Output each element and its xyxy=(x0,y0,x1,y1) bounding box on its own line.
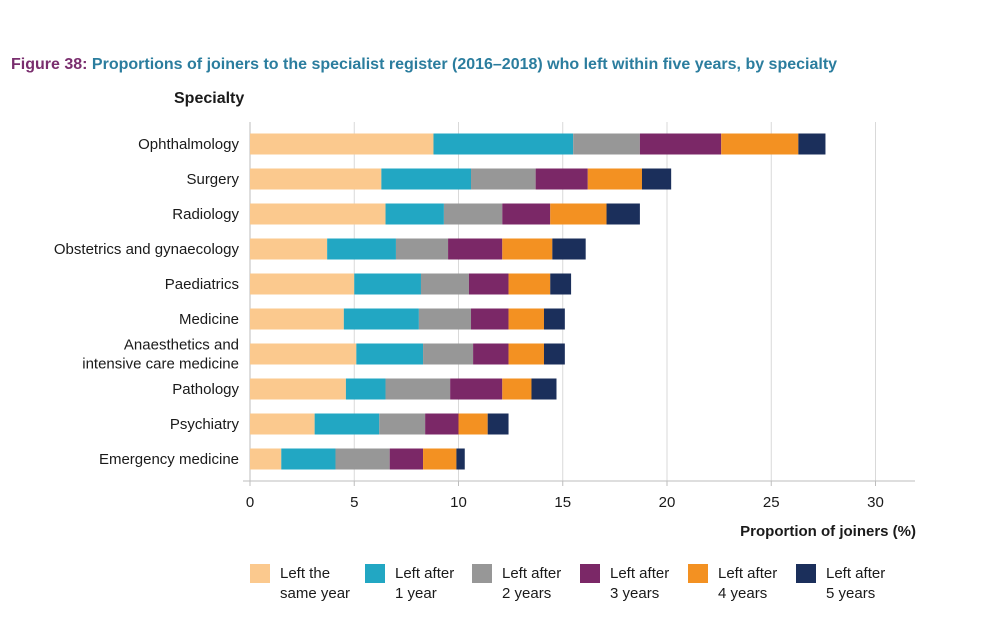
bar-segment xyxy=(502,238,553,260)
stacked-bar-chart: 0 5 10 15 20 25 30 Proportion of joiners (%) Oph… xyxy=(54,122,916,540)
bar-segment xyxy=(798,133,826,155)
x-tick-label: 10 xyxy=(450,494,467,511)
bar-segment xyxy=(423,448,457,470)
category-label: Ophthalmology xyxy=(138,136,239,153)
bar-segment xyxy=(587,168,642,190)
bar-segment xyxy=(487,413,509,435)
bar-segment xyxy=(389,448,424,470)
bar-segment xyxy=(639,133,722,155)
bar-segment xyxy=(250,378,346,400)
legend-swatch xyxy=(365,564,385,583)
bar-segment xyxy=(550,203,607,225)
chart-legend: Left the same year Left after 1 year Left … xyxy=(250,562,950,622)
bar-segment xyxy=(502,378,532,400)
bar-segment xyxy=(250,413,315,435)
x-tick-label: 20 xyxy=(659,494,676,511)
category-label: Emergency medicine xyxy=(99,451,239,468)
bar-segment xyxy=(425,413,459,435)
bar-segment xyxy=(468,273,509,295)
bar-segment xyxy=(456,448,465,470)
category-label: Paediatrics xyxy=(165,276,239,293)
x-tick-label: 0 xyxy=(246,494,254,511)
bar-segment xyxy=(552,238,586,260)
bar-segment xyxy=(543,308,565,330)
bar-segment xyxy=(550,273,572,295)
legend-label: Left after 3 years xyxy=(610,565,670,602)
bar-segment xyxy=(448,238,503,260)
bar-segment xyxy=(641,168,672,190)
bar-segment xyxy=(450,378,503,400)
bar-segment xyxy=(721,133,799,155)
bar-segment xyxy=(395,238,449,260)
bar-segment xyxy=(420,273,469,295)
legend-swatch xyxy=(796,564,816,583)
figure-title-text: Proportions of joiners to the specialist… xyxy=(87,56,838,73)
category-label: Psychiatry xyxy=(170,416,240,433)
bar-segment xyxy=(433,133,574,155)
bar-segment xyxy=(379,413,426,435)
bar-segment xyxy=(423,343,474,365)
legend-label: Left after 5 years xyxy=(826,565,886,602)
bar-segment xyxy=(502,203,551,225)
legend-label: Left the same year xyxy=(280,565,351,602)
bar-segment xyxy=(381,168,472,190)
x-tick-label: 5 xyxy=(350,494,358,511)
bar-segment xyxy=(458,413,488,435)
legend-swatch xyxy=(472,564,492,583)
figure-label: Figure 38 xyxy=(11,56,83,73)
x-tick-label: 30 xyxy=(867,494,884,511)
x-tick-label: 15 xyxy=(554,494,571,511)
category-label: Obstetrics and gynaecology xyxy=(54,241,240,258)
bar-segment xyxy=(250,308,344,330)
y-axis-title: Specialty xyxy=(174,90,245,107)
bar-segment xyxy=(471,168,536,190)
bar-segment xyxy=(250,238,328,260)
legend-swatch xyxy=(580,564,600,583)
bar-segment xyxy=(250,203,386,225)
bar-segment xyxy=(508,273,551,295)
bar-segment xyxy=(345,378,386,400)
bar-segment xyxy=(385,378,451,400)
bar-segment xyxy=(335,448,390,470)
legend-label: Left after 2 years xyxy=(502,565,562,602)
bar-segment xyxy=(606,203,640,225)
bar-segment xyxy=(508,308,544,330)
category-label: Pathology xyxy=(172,381,239,398)
bar-segment xyxy=(281,448,336,470)
category-label: Anaesthetics and xyxy=(124,337,239,354)
bar-segment xyxy=(473,343,509,365)
legend-label: Left after 1 year xyxy=(395,565,455,602)
legend-swatch xyxy=(250,564,270,583)
bar-segment xyxy=(508,343,544,365)
bar-segment xyxy=(250,273,355,295)
category-label: intensive care medicine xyxy=(82,356,239,373)
bar-segment xyxy=(356,343,424,365)
bar-segment xyxy=(354,273,421,295)
bar-segment xyxy=(314,413,380,435)
bar-segment xyxy=(443,203,503,225)
x-axis-title: Proportion of joiners (%) xyxy=(740,523,916,540)
bar-segment xyxy=(535,168,588,190)
bar-segment xyxy=(343,308,419,330)
figure-label-separator: : xyxy=(82,56,88,73)
category-label: Radiology xyxy=(172,206,239,223)
bar-segment xyxy=(385,203,444,225)
bar-segment xyxy=(418,308,472,330)
category-label: Medicine xyxy=(179,311,239,328)
bar-segment xyxy=(543,343,565,365)
bar-segment xyxy=(327,238,396,260)
bar-segment xyxy=(250,448,282,470)
figure-title: Figure 38: Proportions of joiners to the… xyxy=(11,56,837,74)
x-tick-label: 25 xyxy=(763,494,780,511)
bar-segment xyxy=(471,308,509,330)
bar-segment xyxy=(573,133,640,155)
bar-segment xyxy=(250,133,434,155)
category-label: Surgery xyxy=(186,171,239,188)
legend-swatch xyxy=(688,564,708,583)
bar-segment xyxy=(531,378,557,400)
bar-segment xyxy=(250,343,357,365)
legend-label: Left after 4 years xyxy=(718,565,778,602)
bar-segment xyxy=(250,168,382,190)
